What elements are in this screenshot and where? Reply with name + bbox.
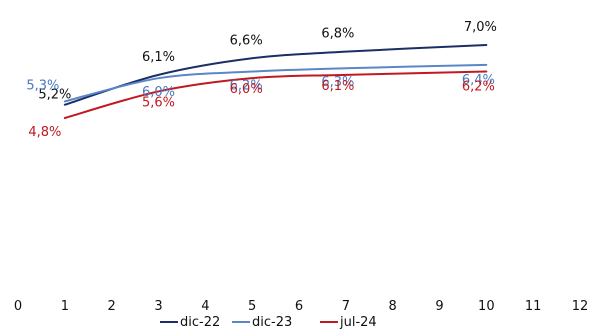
data-label-dic-22-1: 6,1%: [142, 50, 175, 65]
data-label-dic-23-3: 6,3%: [321, 75, 354, 90]
x-tick-label-8: 8: [389, 299, 397, 314]
data-label-jul-24-3: 6,1%: [321, 79, 354, 94]
data-label-dic-23-1: 6,0%: [142, 85, 175, 100]
data-label-jul-24-0: 4,8%: [28, 125, 61, 140]
data-label-jul-24-4: 6,2%: [462, 80, 495, 95]
x-tick-label-5: 5: [248, 299, 256, 314]
data-label-dic-22-2: 6,6%: [230, 33, 263, 48]
data-label-dic-22-3: 6,8%: [321, 27, 354, 42]
x-tick-label-4: 4: [201, 299, 209, 314]
x-tick-label-6: 6: [295, 299, 303, 314]
data-label-dic-23-0: 5,3%: [26, 78, 59, 93]
data-label-dic-23-2: 6,2%: [230, 79, 263, 94]
x-tick-label-3: 3: [154, 299, 162, 314]
data-label-dic-22-4: 7,0%: [464, 20, 497, 35]
data-label-jul-24-1: 5,6%: [142, 95, 175, 110]
series-line-jul-24: [63, 70, 488, 119]
legend-label-dic-22: dic-22: [180, 315, 220, 330]
data-label-dic-22-0: 5,2%: [38, 88, 71, 103]
legend-label-jul-24: jul-24: [339, 315, 377, 330]
x-axis: 0 1 2 3 4 5 6 7 8 9 10 11 12: [14, 299, 588, 314]
series-lines: [63, 44, 488, 119]
x-tick-label-1: 1: [61, 299, 69, 314]
series-line-dic-23: [63, 63, 488, 103]
data-labels: 5,2%6,1%6,6% 6,8% 7,0%5,3% 6,0% 6,2% 6,3% 6,4%…: [26, 20, 497, 140]
x-tick-label-10: 10: [478, 299, 495, 314]
x-tick-label-9: 9: [435, 299, 443, 314]
x-tick-label-2: 2: [108, 299, 116, 314]
x-tick-label-7: 7: [342, 299, 350, 314]
x-tick-label-0: 0: [14, 299, 22, 314]
data-label-jul-24-2: 6,0%: [230, 82, 263, 97]
series-line-dic-22: [63, 44, 488, 106]
x-tick-label-12: 12: [572, 299, 589, 314]
legend-label-dic-23: dic-23: [252, 315, 292, 330]
data-label-dic-23-4: 6,4%: [462, 73, 495, 88]
legend: dic-22 dic-23 jul-24: [160, 315, 377, 330]
x-tick-label-11: 11: [525, 299, 542, 314]
